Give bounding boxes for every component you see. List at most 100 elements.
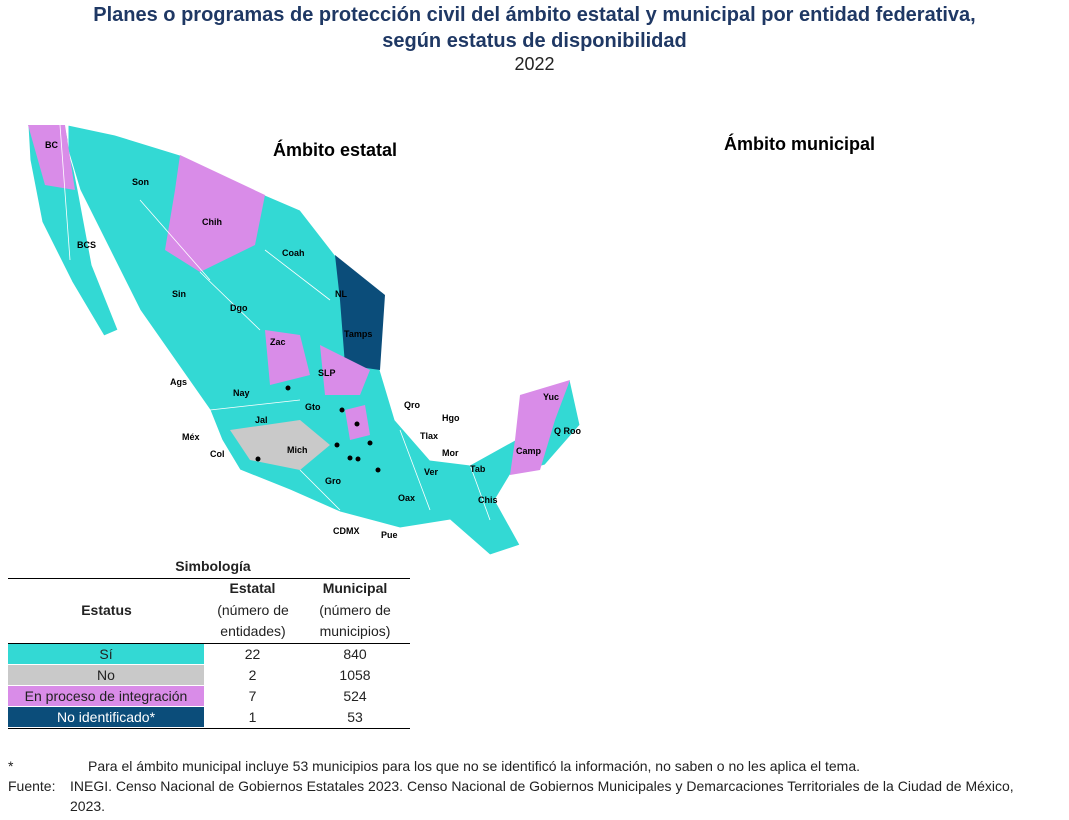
municipality bbox=[854, 183, 878, 192]
municipality bbox=[997, 543, 1015, 560]
municipality bbox=[686, 382, 713, 401]
municipality bbox=[789, 534, 799, 555]
state-label: Jal bbox=[255, 415, 268, 425]
municipality bbox=[893, 343, 903, 360]
municipality bbox=[732, 240, 749, 261]
municipality bbox=[791, 222, 816, 242]
municipality bbox=[937, 512, 949, 526]
municipality bbox=[947, 479, 957, 496]
municipality bbox=[670, 162, 680, 178]
municipality bbox=[987, 158, 1008, 173]
municipality bbox=[542, 170, 566, 192]
municipality bbox=[635, 155, 649, 168]
municipality bbox=[788, 253, 805, 276]
municipality bbox=[841, 470, 862, 482]
marker bbox=[375, 467, 381, 473]
municipality bbox=[743, 214, 764, 230]
municipality bbox=[978, 180, 990, 192]
municipality bbox=[962, 214, 976, 227]
municipality bbox=[654, 347, 680, 369]
municipality bbox=[862, 396, 877, 411]
municipality bbox=[792, 472, 801, 492]
municipality bbox=[878, 277, 900, 282]
municipality bbox=[890, 291, 914, 307]
municipality bbox=[613, 406, 622, 424]
municipality bbox=[657, 259, 684, 266]
municipality bbox=[588, 380, 606, 398]
municipality bbox=[888, 202, 911, 220]
municipality bbox=[686, 193, 706, 200]
municipality bbox=[494, 295, 500, 305]
municipality bbox=[583, 463, 610, 485]
municipality bbox=[916, 215, 939, 237]
municipality bbox=[633, 423, 645, 444]
municipality bbox=[778, 410, 790, 419]
municipality bbox=[851, 220, 872, 234]
state-label: Ver bbox=[424, 467, 439, 477]
state-count: 2 bbox=[248, 667, 257, 683]
municipality bbox=[770, 335, 784, 350]
municipality bbox=[540, 275, 553, 299]
municipality bbox=[867, 473, 882, 493]
municipality bbox=[719, 290, 732, 300]
municipality bbox=[505, 503, 513, 517]
state-label: Gto bbox=[305, 402, 321, 412]
municipality bbox=[802, 442, 825, 449]
municipality bbox=[582, 145, 606, 155]
municipality bbox=[636, 376, 656, 382]
municipality bbox=[658, 193, 674, 201]
municipality bbox=[491, 151, 513, 173]
municipality bbox=[782, 377, 790, 399]
municipality bbox=[767, 519, 794, 526]
state-label: CDMX bbox=[333, 526, 360, 536]
municipality bbox=[939, 528, 955, 540]
state-count: 1 bbox=[248, 709, 257, 725]
municipality bbox=[593, 470, 620, 491]
municipality bbox=[946, 359, 959, 376]
municipality bbox=[700, 509, 713, 517]
municipality bbox=[949, 160, 962, 178]
municipality bbox=[880, 424, 895, 437]
municipality bbox=[903, 256, 930, 270]
municipality bbox=[517, 288, 538, 299]
municipality bbox=[900, 412, 926, 426]
state-label: Yuc bbox=[543, 392, 559, 402]
municipality bbox=[587, 275, 594, 294]
municipality bbox=[852, 435, 875, 453]
municipality bbox=[555, 158, 563, 165]
municipality bbox=[904, 176, 921, 198]
municipality bbox=[666, 427, 679, 432]
municipality bbox=[604, 277, 616, 292]
header-unit: (número de entidades) bbox=[217, 602, 289, 639]
municipality bbox=[692, 444, 698, 454]
municipality bbox=[777, 191, 782, 211]
state-label: Pue bbox=[381, 530, 398, 540]
municipality bbox=[700, 452, 709, 474]
municipality bbox=[815, 467, 826, 479]
municipality bbox=[869, 257, 886, 271]
municipality bbox=[939, 380, 963, 403]
municipality bbox=[888, 469, 898, 483]
municipality bbox=[1003, 411, 1008, 428]
state-label: Chis bbox=[478, 495, 498, 505]
municipality bbox=[913, 531, 924, 545]
municipality bbox=[920, 266, 947, 281]
municipality bbox=[891, 320, 911, 334]
municipality bbox=[605, 337, 626, 357]
municipality bbox=[698, 210, 709, 227]
municipality bbox=[807, 153, 820, 166]
municipality bbox=[878, 269, 901, 278]
municipality bbox=[646, 282, 668, 303]
municipality bbox=[834, 507, 843, 513]
municipality bbox=[659, 476, 671, 484]
state-label: Tab bbox=[470, 464, 486, 474]
municipality bbox=[728, 467, 753, 480]
municipality bbox=[772, 437, 782, 458]
municipality bbox=[835, 349, 841, 364]
municipality bbox=[952, 428, 969, 438]
municipality bbox=[773, 270, 781, 283]
municipality bbox=[529, 525, 548, 526]
municipality bbox=[769, 464, 784, 469]
municipality bbox=[575, 304, 597, 315]
municipality bbox=[498, 381, 511, 403]
